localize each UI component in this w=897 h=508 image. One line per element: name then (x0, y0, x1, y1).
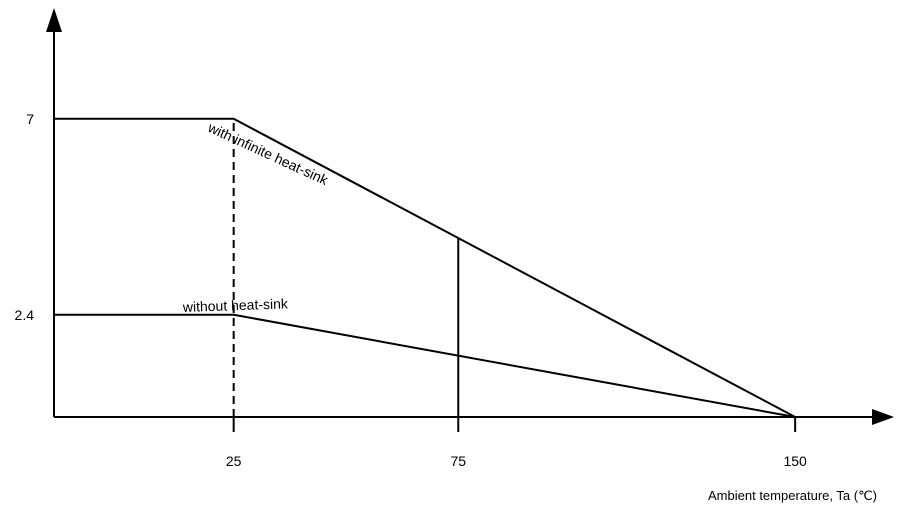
annotation-without-heat-sink: without heat-sink (182, 295, 290, 315)
x-tick-label-25: 25 (226, 453, 242, 469)
series-lines (54, 117, 796, 418)
series-line-2 (54, 313, 796, 418)
y-axis-arrow-icon (46, 8, 62, 32)
series-line-1 (54, 117, 796, 418)
x-ticks: 25 75 150 (226, 417, 807, 469)
x-axis-arrow-icon (872, 409, 894, 425)
y-tick-label-2.4: 2.4 (15, 307, 35, 323)
x-tick-label-150: 150 (783, 453, 807, 469)
y-ticks: 2.47 (15, 111, 35, 323)
x-tick-label-75: 75 (450, 453, 466, 469)
y-tick-label-7: 7 (26, 111, 34, 127)
x-axis-label: Ambient temperature, Ta (℃) (708, 488, 877, 503)
axes (46, 8, 894, 425)
reference-lines (232, 118, 460, 417)
annotation-infinite-heat-sink: with infinite heat-sink (205, 119, 332, 189)
